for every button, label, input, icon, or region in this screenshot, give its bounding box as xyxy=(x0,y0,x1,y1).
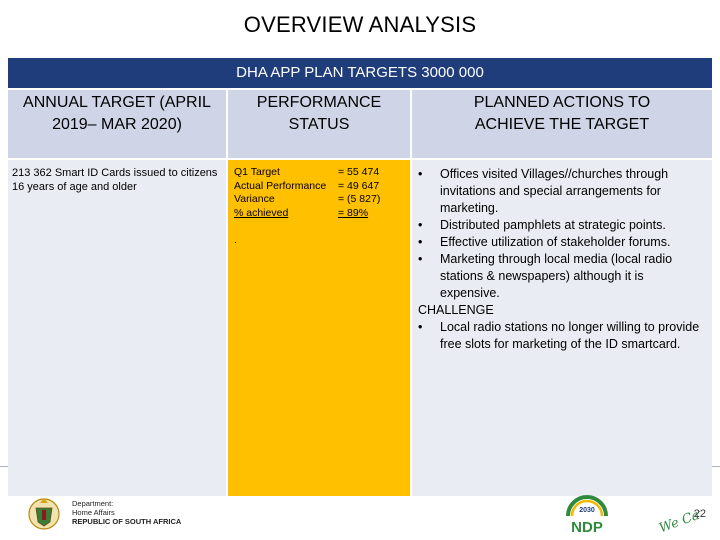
performance-row-q1-target: Q1 Target = 55 474 xyxy=(234,166,404,180)
department-line: Home Affairs xyxy=(72,508,115,517)
challenge-heading: CHALLENGE xyxy=(418,303,494,317)
header-performance-status: PERFORMANCE STATUS xyxy=(228,90,410,158)
performance-row-actual: Actual Performance = 49 647 xyxy=(234,180,404,194)
planned-actions-cell: • Offices visited Villages//churches thr… xyxy=(412,160,712,496)
ndp-logo-icon: 2030 NDP xyxy=(566,495,608,536)
department-line: REPUBLIC OF SOUTH AFRICA xyxy=(72,517,182,526)
list-item: • Marketing through local media (local r… xyxy=(418,251,706,302)
performance-value: = 89% xyxy=(338,206,369,219)
department-label: Department: Home Affairs REPUBLIC OF SOU… xyxy=(72,499,181,526)
department-line: Department: xyxy=(72,499,114,508)
performance-value: = (5 827) xyxy=(338,193,381,205)
list-item: • Offices visited Villages//churches thr… xyxy=(418,166,706,217)
coat-of-arms-icon xyxy=(28,498,60,530)
bullet-glyph: • xyxy=(418,320,423,334)
page-number: 22 xyxy=(693,508,706,520)
bullet-glyph: • xyxy=(418,167,423,181)
performance-label: Q1 Target xyxy=(234,166,280,178)
list-item: • Distributed pamphlets at strategic poi… xyxy=(418,217,706,234)
header-performance-status-label: PERFORMANCE STATUS xyxy=(256,94,382,133)
action-text: Offices visited Villages//churches throu… xyxy=(440,167,669,215)
header-planned-actions-label: PLANNED ACTIONS TO ACHIEVE THE TARGET xyxy=(473,94,651,133)
bullet-glyph: • xyxy=(418,235,423,249)
performance-value: = 49 647 xyxy=(338,179,380,192)
targets-table: DHA APP PLAN TARGETS 3000 000 ANNUAL TAR… xyxy=(8,58,712,496)
list-item: • Effective utilization of stakeholder f… xyxy=(418,234,706,251)
performance-row-achieved: % achieved = 89% xyxy=(234,207,404,221)
slide-title: OVERVIEW ANALYSIS xyxy=(243,12,477,37)
bullet-glyph: • xyxy=(418,252,423,266)
action-text: Distributed pamphlets at strategic point… xyxy=(440,218,666,232)
bullet-glyph: • xyxy=(418,218,423,232)
annual-target-cell: 213 362 Smart ID Cards issued to citizen… xyxy=(8,160,226,496)
ndp-year: 2030 xyxy=(579,507,595,514)
header-planned-actions: PLANNED ACTIONS TO ACHIEVE THE TARGET xyxy=(412,90,712,158)
header-annual-target-label: ANNUAL TARGET (APRIL 2019– MAR 2020) xyxy=(23,94,211,133)
annual-target-text: 213 362 Smart ID Cards issued to citizen… xyxy=(12,167,218,193)
performance-value: = 55 474 xyxy=(338,166,380,178)
table-banner: DHA APP PLAN TARGETS 3000 000 xyxy=(8,58,712,88)
action-text: Marketing through local media (local rad… xyxy=(440,252,673,300)
performance-label: Actual Performance xyxy=(234,179,327,192)
list-item: • Local radio stations no longer willing… xyxy=(418,319,706,353)
performance-dot: . xyxy=(234,234,237,246)
performance-label: % achieved xyxy=(234,206,289,219)
we-care-logo-icon: We Care xyxy=(657,503,700,532)
action-text: Effective utilization of stakeholder for… xyxy=(440,235,671,249)
challenge-text: Local radio stations no longer willing t… xyxy=(440,320,700,351)
performance-label: Variance xyxy=(234,193,275,205)
header-annual-target: ANNUAL TARGET (APRIL 2019– MAR 2020) xyxy=(8,90,226,158)
ndp-text: NDP xyxy=(571,519,603,536)
performance-status-cell: Q1 Target = 55 474 Actual Performance = … xyxy=(228,160,410,496)
performance-row-variance: Variance = (5 827) xyxy=(234,193,404,207)
